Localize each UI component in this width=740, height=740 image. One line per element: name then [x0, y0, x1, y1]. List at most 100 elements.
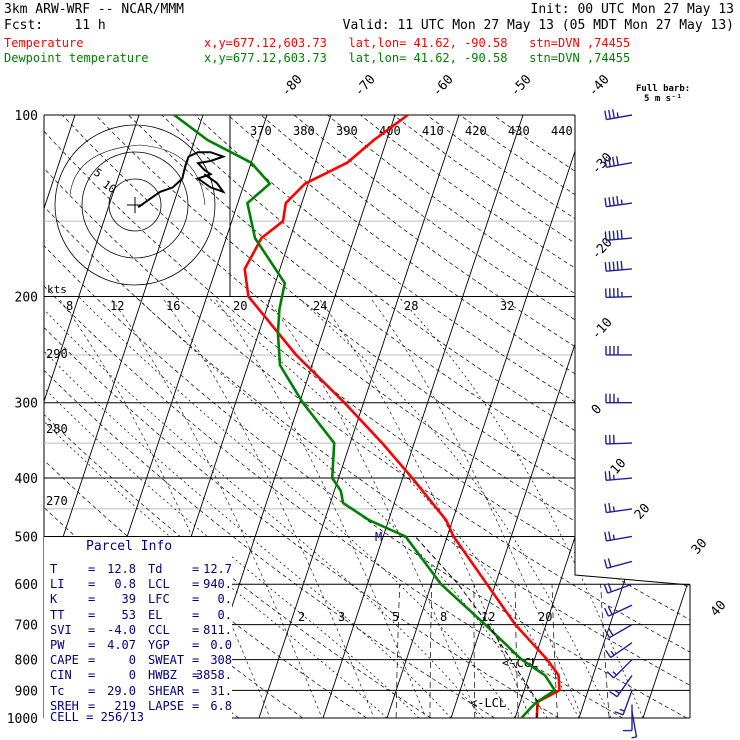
wind-barb-200 — [605, 287, 633, 299]
wind-barb-550 — [603, 558, 633, 569]
hodograph-ring-5 — [108, 178, 162, 232]
barb-flag — [603, 559, 608, 569]
dry-adiabat-400 — [227, 115, 690, 718]
barb-flag — [604, 231, 607, 241]
parcel-value: 308 — [210, 653, 232, 668]
parcel-label: Td — [148, 562, 163, 576]
parcel-equals: = — [192, 577, 200, 592]
barb-flag — [614, 711, 624, 716]
parcel-value: 3858. — [195, 668, 232, 683]
mixing-ratio-3 — [429, 584, 433, 718]
parcel-value: 53 — [121, 607, 136, 622]
barb-flag — [612, 156, 615, 166]
barb-flag — [608, 470, 611, 481]
parcel-value: 29.0 — [107, 683, 136, 698]
barb-shaft — [610, 642, 633, 659]
speed-arc-4 — [267, 299, 479, 718]
barb-flag — [607, 558, 612, 568]
mixing-label-8: 8 — [440, 610, 447, 624]
wind-barb-900 — [614, 690, 633, 716]
barb-flag — [620, 260, 623, 270]
sounding-series — [173, 115, 561, 718]
wind-barb-350 — [605, 434, 633, 445]
dry-adiabat-360 — [95, 115, 690, 718]
isotherm-label-40: 40 — [708, 598, 730, 620]
speed-arc-0 — [59, 299, 271, 718]
dewpoint-legend-label: Dewpoint temperature — [4, 51, 149, 65]
parcel-value: -4.0 — [107, 622, 136, 637]
dry-adiabat-370 — [128, 115, 690, 718]
isotherm-label-20: 20 — [632, 501, 654, 523]
parcel-value: 0. — [217, 607, 232, 622]
parcel-value: 0 — [128, 668, 136, 683]
level-marker: M — [375, 530, 382, 544]
dry-adiabat-410 — [260, 115, 690, 718]
parcel-equals: = — [88, 592, 96, 607]
parcel-value: 12.8 — [107, 562, 136, 576]
wind-barb-800 — [606, 659, 633, 679]
parcel-label: LI — [50, 577, 65, 592]
barb-flag — [607, 606, 613, 615]
moist-adiabat-25 — [296, 296, 612, 718]
parcel-value: 811. — [203, 622, 232, 637]
hodograph-ring-label-10: 10 — [100, 178, 118, 196]
isotherm-40 — [707, 115, 740, 718]
isotherm-label--70: -70 — [352, 72, 379, 99]
parcel-equals: = — [192, 562, 200, 576]
parcel-label: Tc — [50, 683, 65, 698]
wind-barb-750 — [604, 642, 633, 659]
wind-barb-650 — [603, 604, 633, 617]
temperature-legend-label: Temperature — [4, 36, 84, 50]
barb-half — [620, 199, 623, 205]
right-axis-lower — [574, 460, 691, 718]
forecast-hour: Fcst: 11 h — [4, 18, 106, 33]
parcel-label: SREH — [50, 698, 79, 713]
parcel-value: 219 — [114, 698, 136, 713]
barb-flag — [609, 691, 618, 698]
theta-label-410: 410 — [422, 124, 444, 138]
wind-barb-700 — [604, 623, 633, 639]
parcel-path — [414, 536, 539, 718]
theta-label-left-280: 280 — [46, 422, 68, 436]
theta-label-380: 380 — [293, 124, 315, 138]
wind-barb-160 — [604, 229, 633, 242]
parcel-equals: = — [88, 638, 96, 652]
wind-barb-450 — [604, 502, 633, 514]
parcel-equals: = — [88, 683, 96, 698]
parcel-label: LCL — [148, 577, 170, 592]
parcel-value: 0.8 — [114, 577, 136, 592]
wind-barbs — [603, 109, 638, 739]
parcel-value: 0. — [217, 592, 232, 607]
isotherm-label--40: -40 — [586, 72, 613, 99]
parcel-equals: = — [192, 698, 200, 713]
barb-flag — [604, 532, 608, 542]
barb-half — [631, 736, 637, 739]
parcel-label: LAPSE — [148, 698, 185, 713]
speed-tick-8: 8 — [66, 299, 73, 313]
barb-flag — [608, 109, 612, 119]
barb-half — [619, 708, 625, 712]
speed-tick-20: 20 — [233, 299, 247, 313]
moist-adiabat-5 — [44, 296, 484, 718]
lcl-label: <-LCL — [470, 696, 506, 710]
parcel-label: EL — [148, 607, 163, 622]
barb-shaft — [606, 535, 633, 542]
barb-flag — [604, 262, 607, 272]
dewpoint-line — [173, 115, 557, 718]
moist-adiabat-10 — [78, 296, 516, 718]
hodograph-arc — [69, 144, 206, 206]
parcel-label: CCL — [148, 622, 170, 637]
isotherm-30 — [642, 115, 690, 718]
parcel-label: HWBZ — [148, 668, 177, 683]
isotherm--10 — [386, 115, 588, 718]
temperature-legend-info: x,y=677.12,603.73 lat,lon= 41.62, -90.58… — [204, 36, 631, 50]
parcel-equals: = — [88, 668, 96, 683]
hodograph-ring-10 — [81, 151, 189, 259]
parcel-value: 6.8 — [210, 698, 232, 713]
parcel-label: K — [50, 592, 58, 607]
parcel-value: 0 — [128, 653, 136, 668]
moist-adiabat--10 — [44, 296, 388, 718]
parcel-label: SHEAR — [148, 683, 185, 698]
parcel-info-title: Parcel Info — [86, 539, 173, 554]
parcel-label: T — [50, 562, 58, 576]
